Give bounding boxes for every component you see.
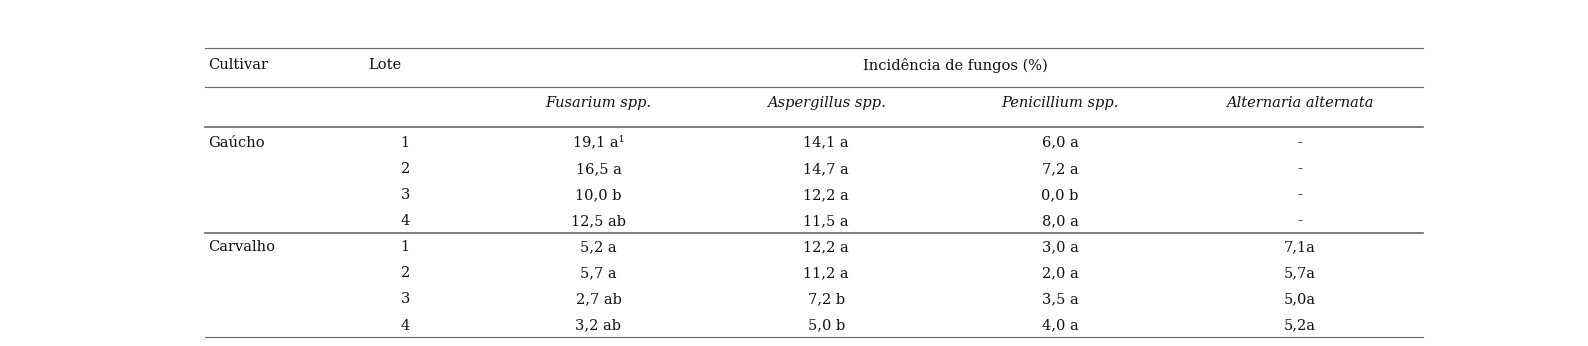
Text: 7,2 b: 7,2 b [808,292,845,307]
Text: 14,1 a: 14,1 a [804,136,850,150]
Text: Incidência de fungos (%): Incidência de fungos (%) [862,58,1048,73]
Text: 11,5 a: 11,5 a [804,214,850,228]
Text: -: - [1297,214,1302,228]
Text: 2,0 a: 2,0 a [1042,266,1078,280]
Text: 1: 1 [400,136,410,150]
Text: 2: 2 [400,162,410,176]
Text: 2,7 ab: 2,7 ab [575,292,621,307]
Text: 12,5 ab: 12,5 ab [572,214,626,228]
Text: 3,0 a: 3,0 a [1042,240,1078,254]
Text: 7,2 a: 7,2 a [1042,162,1078,176]
Text: 10,0 b: 10,0 b [575,188,622,202]
Text: 5,2a: 5,2a [1285,319,1316,333]
Text: -: - [1297,188,1302,202]
Text: 1: 1 [400,240,410,254]
Text: 5,7a: 5,7a [1285,266,1316,280]
Text: 14,7 a: 14,7 a [804,162,850,176]
Text: 5,0a: 5,0a [1285,292,1316,307]
Text: Fusarium spp.: Fusarium spp. [545,96,651,110]
Text: Lote: Lote [368,58,402,73]
Text: Carvalho: Carvalho [208,240,275,254]
Text: 16,5 a: 16,5 a [575,162,621,176]
Text: 2: 2 [400,266,410,280]
Text: -: - [1297,162,1302,176]
Text: 4: 4 [400,319,410,333]
Text: 5,7 a: 5,7 a [580,266,616,280]
Text: Penicillium spp.: Penicillium spp. [1002,96,1118,110]
Text: 8,0 a: 8,0 a [1042,214,1078,228]
Text: 5,2 a: 5,2 a [580,240,616,254]
Text: 3: 3 [400,292,410,307]
Text: 3: 3 [400,188,410,202]
Text: 7,1a: 7,1a [1285,240,1316,254]
Text: 12,2 a: 12,2 a [804,240,850,254]
Text: 0,0 b: 0,0 b [1042,188,1078,202]
Text: Aspergillus spp.: Aspergillus spp. [767,96,886,110]
Text: 3,5 a: 3,5 a [1042,292,1078,307]
Text: 12,2 a: 12,2 a [804,188,850,202]
Text: Cultivar: Cultivar [208,58,268,73]
Text: 5,0 b: 5,0 b [808,319,845,333]
Text: 3,2 ab: 3,2 ab [575,319,621,333]
Text: Alternaria alternata: Alternaria alternata [1226,96,1374,110]
Text: 11,2 a: 11,2 a [804,266,850,280]
Text: 4: 4 [400,214,410,228]
Text: -: - [1297,136,1302,150]
Text: Gaúcho: Gaúcho [208,136,265,150]
Text: 6,0 a: 6,0 a [1042,136,1078,150]
Text: 4,0 a: 4,0 a [1042,319,1078,333]
Text: 19,1 a¹: 19,1 a¹ [573,136,624,150]
